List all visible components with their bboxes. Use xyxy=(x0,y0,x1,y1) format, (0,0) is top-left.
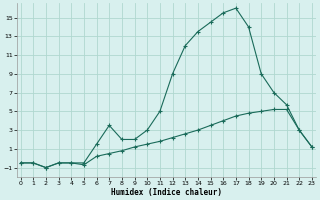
X-axis label: Humidex (Indice chaleur): Humidex (Indice chaleur) xyxy=(111,188,222,197)
